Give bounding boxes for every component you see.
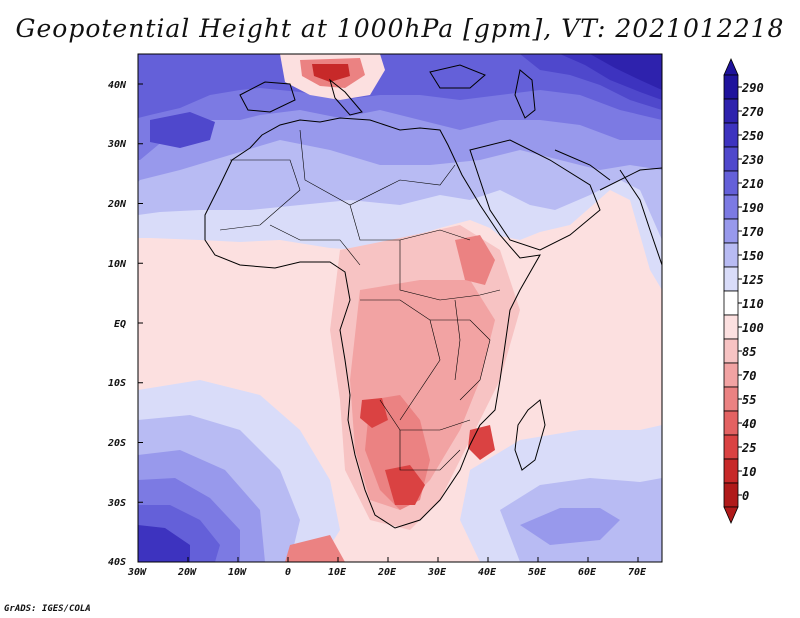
- cape-low: [285, 535, 345, 562]
- colorbar-label: 230: [742, 153, 764, 167]
- north-high-5: [138, 54, 662, 120]
- map-title: Geopotential Height at 1000hPa [gpm], VT…: [15, 14, 785, 43]
- colorbar-swatch: [723, 482, 739, 508]
- lon-label-10w: 10W: [228, 567, 247, 578]
- colorbar-label: 190: [742, 201, 764, 215]
- coastlines: [204, 64, 662, 529]
- colorbar-swatch: [723, 218, 739, 244]
- lat-label-20n: 20N: [108, 199, 127, 210]
- colorbar-swatch: [723, 170, 739, 196]
- arabian-coast-east: [599, 167, 662, 191]
- height-field: [138, 54, 662, 562]
- iberia: [239, 81, 296, 113]
- lon-label-20w: 20W: [178, 567, 197, 578]
- colorbar-top-arrow: [723, 58, 739, 76]
- lat-label-40n: 40N: [108, 80, 127, 91]
- colorbar-label: 85: [742, 345, 757, 359]
- lat-label-30n: 30N: [108, 139, 127, 150]
- lon-label-30e: 30E: [428, 567, 447, 578]
- colorbar-label: 0: [742, 489, 750, 503]
- lat-label-20s: 20S: [108, 438, 127, 449]
- colorbar-bottom-arrow: [723, 506, 739, 524]
- colorbar-swatch: [723, 338, 739, 364]
- colorbar-label: 10: [742, 465, 757, 479]
- colorbar-swatch: [723, 362, 739, 388]
- colorbar-label: 55: [742, 393, 757, 407]
- borders: [219, 129, 501, 471]
- colorbar-label: 40: [742, 417, 757, 431]
- colorbar-label: 210: [742, 177, 764, 191]
- colorbar-label: 110: [742, 297, 764, 311]
- colorbar-label: 70: [742, 369, 757, 383]
- lon-label-60e: 60E: [578, 567, 597, 578]
- lat-label-10s: 10S: [108, 378, 127, 389]
- lat-label-30s: 30S: [108, 498, 127, 509]
- med-low-3: [312, 64, 350, 82]
- atlantic-high-core: [150, 112, 215, 148]
- colorbar-label: 125: [742, 273, 764, 287]
- colorbar-swatch: [723, 74, 739, 100]
- lon-label-70e: 70E: [628, 567, 647, 578]
- indian-high-3: [520, 508, 620, 545]
- colorbar-label: 250: [742, 129, 764, 143]
- colorbar-swatch: [723, 386, 739, 412]
- persian-gulf: [554, 149, 611, 181]
- colorbar-swatch: [723, 266, 739, 292]
- colorbar-swatch: [723, 122, 739, 148]
- india-west: [619, 169, 662, 266]
- lon-label-20e: 20E: [378, 567, 397, 578]
- colorbar-swatch: [723, 98, 739, 124]
- colorbar-label: 290: [742, 81, 764, 95]
- colorbar-label: 150: [742, 249, 764, 263]
- black-sea: [429, 64, 486, 89]
- colorbar-swatch: [723, 290, 739, 316]
- africa-coastline: [204, 117, 541, 529]
- colorbar-swatch: [723, 242, 739, 268]
- lon-label-10e: 10E: [328, 567, 347, 578]
- angola-low: [360, 398, 388, 428]
- plot-frame: [137, 53, 663, 563]
- lon-label-50e: 50E: [528, 567, 547, 578]
- caspian: [514, 69, 536, 119]
- credit-text: GrADS: IGES/COLA: [4, 604, 91, 614]
- south-high-6: [138, 525, 190, 562]
- lat-label-40s: 40S: [108, 557, 127, 568]
- lat-label-eq: EQ: [114, 319, 127, 330]
- colorbar-label: 270: [742, 105, 764, 119]
- lon-label-0: 0: [285, 567, 292, 578]
- colorbar-swatch: [723, 314, 739, 340]
- colorbar-swatch: [723, 458, 739, 484]
- colorbar-swatch: [723, 410, 739, 436]
- colorbar-label: 170: [742, 225, 764, 239]
- colorbar-swatch: [723, 194, 739, 220]
- colorbar-label: 100: [742, 321, 764, 335]
- africa-low-4: [385, 465, 425, 505]
- colorbar-swatch: [723, 146, 739, 172]
- north-high-8: [590, 54, 662, 90]
- lon-label-40e: 40E: [478, 567, 497, 578]
- colorbar: [723, 58, 742, 524]
- italy: [329, 78, 363, 116]
- colorbar-label: 25: [742, 441, 757, 455]
- arabia: [469, 139, 601, 251]
- mozambique-low: [468, 425, 495, 460]
- madagascar: [514, 399, 546, 471]
- ethiopia-low: [455, 235, 495, 285]
- colorbar-swatch: [723, 434, 739, 460]
- lat-label-10n: 10N: [108, 259, 127, 270]
- lon-label-30w: 30W: [128, 567, 147, 578]
